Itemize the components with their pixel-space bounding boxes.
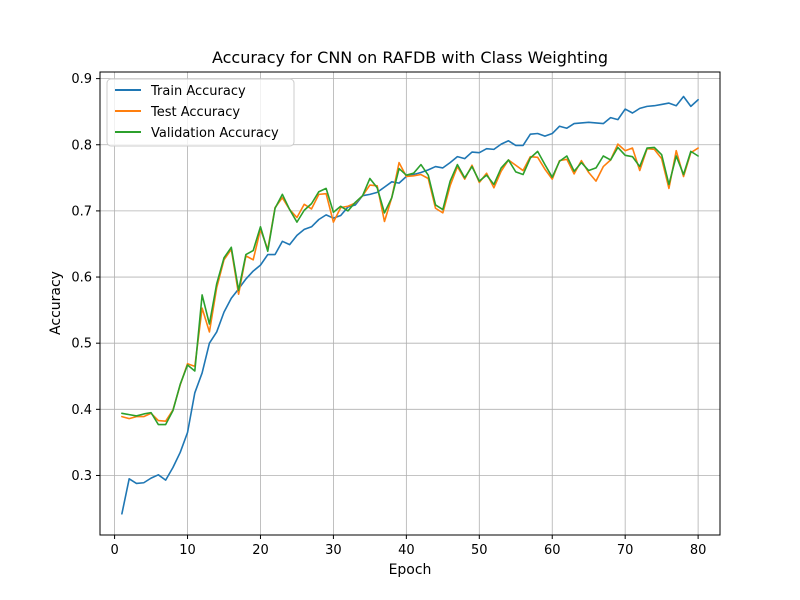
y-axis-label: Accuracy (48, 271, 64, 335)
x-axis-ticks: 0 10 20 30 40 50 60 70 80 (110, 535, 706, 558)
grid (100, 72, 720, 535)
x-axis-label: Epoch (389, 562, 432, 578)
y-tick-label: 0.7 (71, 204, 92, 219)
legend-box (106, 78, 295, 147)
series-line-test-accuracy (121, 143, 699, 423)
x-tick-label: 50 (471, 543, 488, 558)
plot-frame (99, 71, 721, 536)
legend-label-validation: Validation Accuracy (151, 126, 279, 141)
x-tick-label: 60 (544, 543, 561, 558)
legend-label-train: Train Accuracy (150, 84, 246, 99)
x-tick-label: 20 (252, 543, 269, 558)
y-tick-label: 0.9 (71, 72, 92, 87)
legend-label-test: Test Accuracy (150, 105, 240, 120)
y-tick-label: 0.5 (71, 337, 92, 352)
series-layer (121, 95, 699, 515)
x-tick-label: 70 (617, 543, 634, 558)
x-tick-label: 40 (398, 543, 415, 558)
x-tick-label: 80 (690, 543, 707, 558)
series-line-validation-accuracy (121, 146, 699, 426)
x-tick-label: 30 (325, 543, 342, 558)
y-axis-ticks: 0.3 0.4 0.5 0.6 0.7 0.8 0.9 (71, 72, 100, 484)
y-tick-label: 0.8 (71, 138, 92, 153)
y-tick-label: 0.6 (71, 271, 92, 286)
chart-title: Accuracy for CNN on RAFDB with Class Wei… (212, 48, 608, 67)
legend: Train Accuracy Test Accuracy Validation … (106, 78, 295, 147)
y-tick-label: 0.3 (71, 469, 92, 484)
x-tick-label: 0 (110, 543, 118, 558)
x-tick-label: 10 (179, 543, 196, 558)
y-tick-label: 0.4 (71, 403, 92, 418)
